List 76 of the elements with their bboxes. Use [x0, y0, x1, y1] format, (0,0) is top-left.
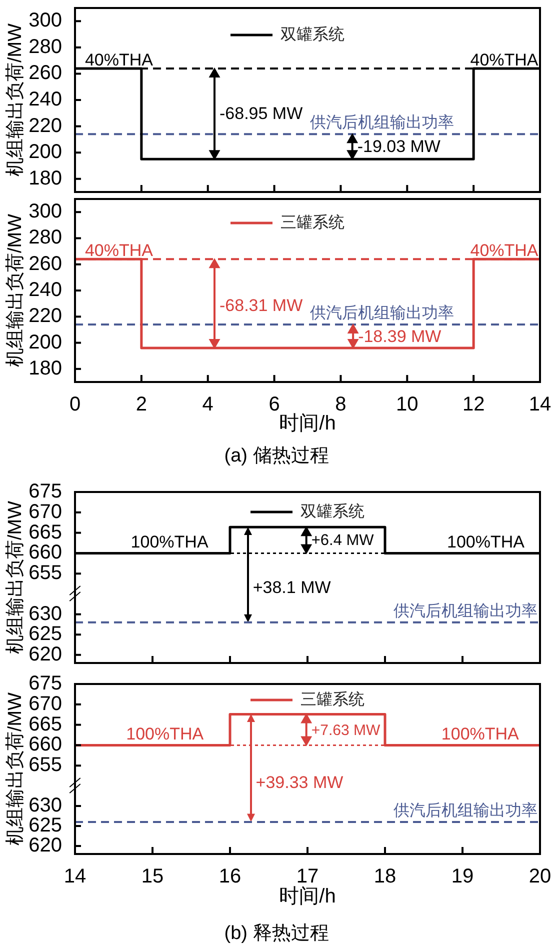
y-tick-label: 655: [28, 562, 62, 584]
x-tick-label: 12: [462, 394, 485, 416]
text: (b) 释热过程: [224, 922, 329, 944]
x-axis-title: 时间/h: [279, 886, 336, 908]
annotation: 40%THA: [84, 240, 154, 260]
annotation: +38.1 MW: [252, 578, 331, 597]
ref-line-label: 供汽后机组输出功率: [310, 304, 454, 322]
x-tick-label: 2: [136, 394, 147, 416]
y-tick-label: 675: [28, 672, 62, 695]
legend-label: 双罐系统: [280, 25, 344, 44]
y-axis-title: 机组输出负荷/MW: [5, 23, 26, 177]
annotation: -68.95 MW: [220, 104, 303, 124]
x-tick-label: 20: [528, 866, 552, 888]
annotation: -18.39 MW: [358, 327, 442, 346]
x-tick-label: 6: [268, 394, 280, 416]
y-tick-label: 260: [28, 62, 62, 84]
annotation: 40%THA: [470, 240, 539, 260]
y-tick-label: 200: [28, 331, 62, 354]
y-tick-label: 620: [28, 834, 62, 857]
y-tick-label: 300: [28, 10, 62, 32]
y-tick-label: 630: [28, 794, 62, 817]
y-tick-label: 665: [28, 713, 62, 736]
y-axis-title: 机组输出负荷/MW: [5, 500, 26, 654]
x-tick-label: 18: [374, 866, 396, 888]
y-tick-label: 240: [28, 88, 62, 111]
y-tick-label: 660: [28, 542, 62, 564]
y-axis-title: 机组输出负荷/MW: [5, 692, 26, 846]
y-tick-label: 655: [28, 754, 62, 776]
y-tick-label: 240: [28, 279, 62, 302]
annotation: +7.63 MW: [311, 722, 381, 740]
y-tick-label: 625: [28, 814, 62, 837]
x-tick-label: 19: [451, 866, 474, 888]
y-tick-label: 280: [28, 226, 62, 249]
x-tick-label: 14: [528, 394, 552, 416]
y-tick-label: 625: [28, 623, 62, 646]
text: (a) 储热过程: [224, 446, 329, 467]
y-tick-label: 220: [28, 305, 62, 328]
y-tick-label: 180: [28, 357, 62, 380]
annotation: -68.31 MW: [220, 296, 303, 315]
y-tick-label: 200: [28, 141, 62, 164]
x-tick-label: 0: [69, 394, 81, 416]
y-tick-label: 620: [28, 643, 62, 666]
x-tick-label: 16: [218, 866, 242, 888]
x-tick-label: 14: [64, 866, 86, 888]
y-tick-label: 630: [28, 602, 62, 625]
legend-label: 三罐系统: [300, 690, 364, 708]
y-tick-label: 660: [28, 734, 62, 756]
series-label: 供汽后机组输出功率: [394, 801, 538, 820]
annotation: -19.03 MW: [357, 136, 440, 156]
series-label: 供汽后机组输出功率: [394, 602, 538, 620]
y-tick-label: 220: [28, 114, 62, 137]
y-tick-label: 675: [28, 480, 62, 503]
annotation: 100%THA: [126, 724, 204, 744]
legend-label: 三罐系统: [280, 213, 344, 232]
y-tick-label: 260: [28, 252, 62, 275]
y-tick-label: 180: [28, 167, 62, 190]
annotation: +6.4 MW: [311, 532, 374, 550]
y-tick-label: 670: [28, 500, 62, 523]
x-tick-label: 8: [335, 394, 346, 416]
annotation: 40%THA: [470, 50, 539, 70]
y-tick-label: 670: [28, 692, 62, 715]
annotation: 40%THA: [84, 50, 154, 70]
annotation: 100%THA: [441, 724, 520, 744]
y-axis-title: 机组输出负荷/MW: [5, 214, 26, 368]
ref-line-label: 供汽后机组输出功率: [310, 114, 454, 132]
x-tick-label: 10: [396, 394, 418, 416]
annotation: 100%THA: [447, 532, 526, 552]
x-tick-label: 15: [141, 866, 164, 888]
y-tick-label: 665: [28, 521, 62, 544]
x-tick-label: 4: [202, 394, 214, 416]
y-tick-label: 280: [28, 36, 62, 58]
y-tick-label: 300: [28, 200, 62, 223]
legend-label: 双罐系统: [300, 502, 364, 520]
annotation: +39.33 MW: [256, 773, 344, 792]
annotation: 100%THA: [130, 532, 209, 552]
x-axis-title: 时间/h: [279, 412, 336, 435]
